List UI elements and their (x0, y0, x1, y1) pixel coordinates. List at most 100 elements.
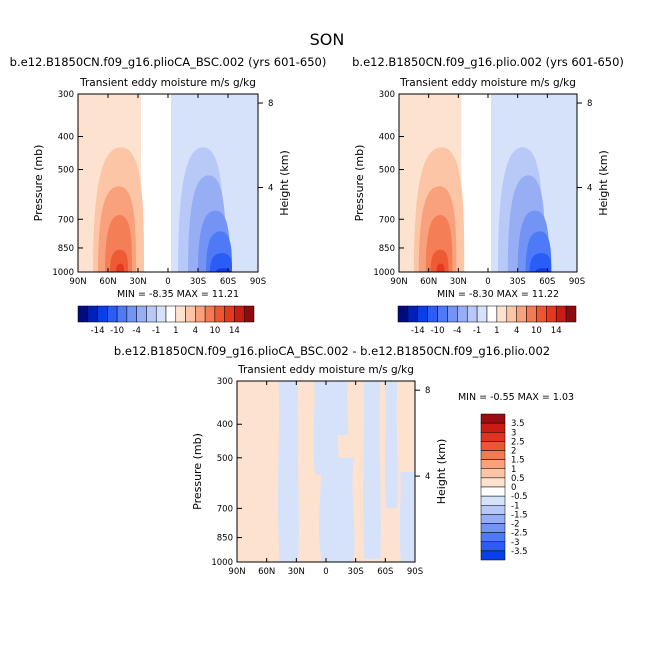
chart-subtitle: Transient eddy moisture m/s g/kg (237, 364, 414, 376)
colorbar-swatch (165, 305, 177, 323)
colorbar-swatch (243, 305, 255, 323)
colorbar-swatch (555, 305, 567, 323)
y2-axis-label: Height (km) (278, 150, 291, 216)
colorbar-swatch (195, 305, 206, 323)
x-tick-label: 90S (250, 277, 266, 287)
colorbar-swatch (565, 305, 577, 323)
colorbar-label: 3.5 (511, 419, 525, 429)
y2-tick-label: 8 (425, 386, 430, 396)
contour-band (277, 381, 299, 562)
colorbar-swatch (480, 432, 506, 442)
colorbar-swatch (526, 305, 537, 323)
y-tick-label: 700 (58, 215, 74, 225)
y-axis-label: Pressure (mb) (353, 145, 366, 222)
x-tick-label: 60N (99, 277, 116, 287)
contour-band (529, 253, 552, 272)
colorbar-swatch (185, 305, 196, 323)
colorbar-label: -1 (473, 326, 481, 336)
y-tick-label: 300 (58, 90, 74, 100)
x-tick-label: 30N (450, 277, 467, 287)
colorbar-label: 3 (511, 428, 516, 438)
y-axis-label: Pressure (mb) (191, 433, 204, 510)
y2-tick-label: 4 (587, 184, 592, 194)
colorbar-label: -1 (511, 501, 519, 511)
colorbar-label: 4 (193, 326, 198, 336)
colorbar-swatch (155, 305, 167, 323)
colorbar-label: -2 (511, 520, 519, 530)
contour-band (116, 263, 124, 272)
colorbar-label: 14 (229, 326, 240, 336)
y-tick-label: 700 (217, 504, 233, 514)
colorbar-swatch (476, 305, 488, 323)
colorbar-label: -10 (110, 326, 124, 336)
y2-tick-label: 4 (425, 472, 430, 482)
x-tick-label: 90S (407, 567, 423, 577)
contour-band (330, 381, 349, 436)
colorbar-label: -0.5 (511, 492, 528, 502)
contour-band (384, 381, 398, 509)
y-tick-label: 500 (217, 454, 233, 464)
y-tick-label: 850 (379, 244, 395, 254)
y-tick-label: 400 (217, 420, 233, 430)
colorbar-label: -14 (411, 326, 425, 336)
colorbar-label: 1 (494, 326, 499, 336)
colorbar-label: -1 (152, 326, 160, 336)
contour-band (363, 381, 381, 559)
colorbar-label: 10 (209, 326, 220, 336)
colorbar-swatch (466, 305, 478, 323)
colorbar-label: -14 (91, 326, 105, 336)
y-tick-label: 400 (379, 133, 395, 143)
stats-label: MIN = -8.30 MAX = 11.22 (437, 289, 559, 300)
y2-tick-label: 8 (587, 99, 592, 109)
colorbar-swatch (175, 305, 186, 323)
colorbar-swatch (480, 495, 506, 506)
x-tick-label: 60S (220, 277, 236, 287)
x-tick-label: 30N (129, 277, 146, 287)
x-tick-label: 90N (69, 277, 86, 287)
colorbar-swatch (480, 441, 506, 451)
x-tick-label: 30S (510, 277, 526, 287)
colorbar-swatch (480, 486, 506, 497)
x-tick-label: 60N (258, 567, 275, 577)
colorbar-swatch (447, 305, 458, 323)
colorbar-swatch (234, 305, 245, 323)
x-tick-label: 0 (485, 277, 490, 287)
chart-subtitle: Transient eddy moisture m/s g/kg (399, 77, 576, 89)
colorbar-swatch (116, 305, 128, 323)
stats-label: MIN = -0.55 MAX = 1.03 (458, 392, 574, 403)
y-tick-label: 1000 (211, 558, 233, 568)
colorbar-swatch (136, 305, 147, 323)
colorbar-swatch (480, 532, 506, 542)
colorbar-swatch (506, 305, 517, 323)
y-tick-label: 850 (217, 534, 233, 544)
x-tick-label: 60N (420, 277, 437, 287)
y-tick-label: 400 (58, 133, 74, 143)
colorbar-swatch (516, 305, 527, 323)
colorbar-swatch (77, 305, 89, 323)
y2-axis-label: Height (km) (597, 150, 610, 216)
colorbar-label: -2.5 (511, 529, 528, 539)
stats-label: MIN = -8.35 MAX = 11.21 (117, 289, 239, 300)
colorbar-swatch (546, 305, 557, 323)
colorbar-label: 10 (531, 326, 542, 336)
colorbar-swatch (480, 413, 506, 424)
colorbar-label: -1.5 (511, 510, 528, 520)
chart-title: b.e12.B1850CN.f09_g16.plioCA_BSC.002 (yr… (10, 55, 327, 69)
colorbar-swatch (107, 305, 118, 323)
contour-band (436, 263, 445, 272)
x-tick-label: 0 (323, 567, 328, 577)
colorbar-swatch (486, 305, 498, 323)
colorbar-label: -10 (431, 326, 445, 336)
colorbar-swatch (224, 305, 235, 323)
y-tick-label: 1000 (373, 268, 395, 278)
colorbar-swatch (214, 305, 225, 323)
colorbar-label: 1.5 (511, 456, 525, 466)
colorbar-swatch (457, 305, 468, 323)
colorbar-swatch (480, 514, 506, 524)
colorbar-swatch (480, 550, 506, 561)
y-tick-label: 700 (379, 215, 395, 225)
x-tick-label: 30S (348, 567, 364, 577)
x-tick-label: 0 (165, 277, 170, 287)
contour-band (319, 457, 355, 562)
